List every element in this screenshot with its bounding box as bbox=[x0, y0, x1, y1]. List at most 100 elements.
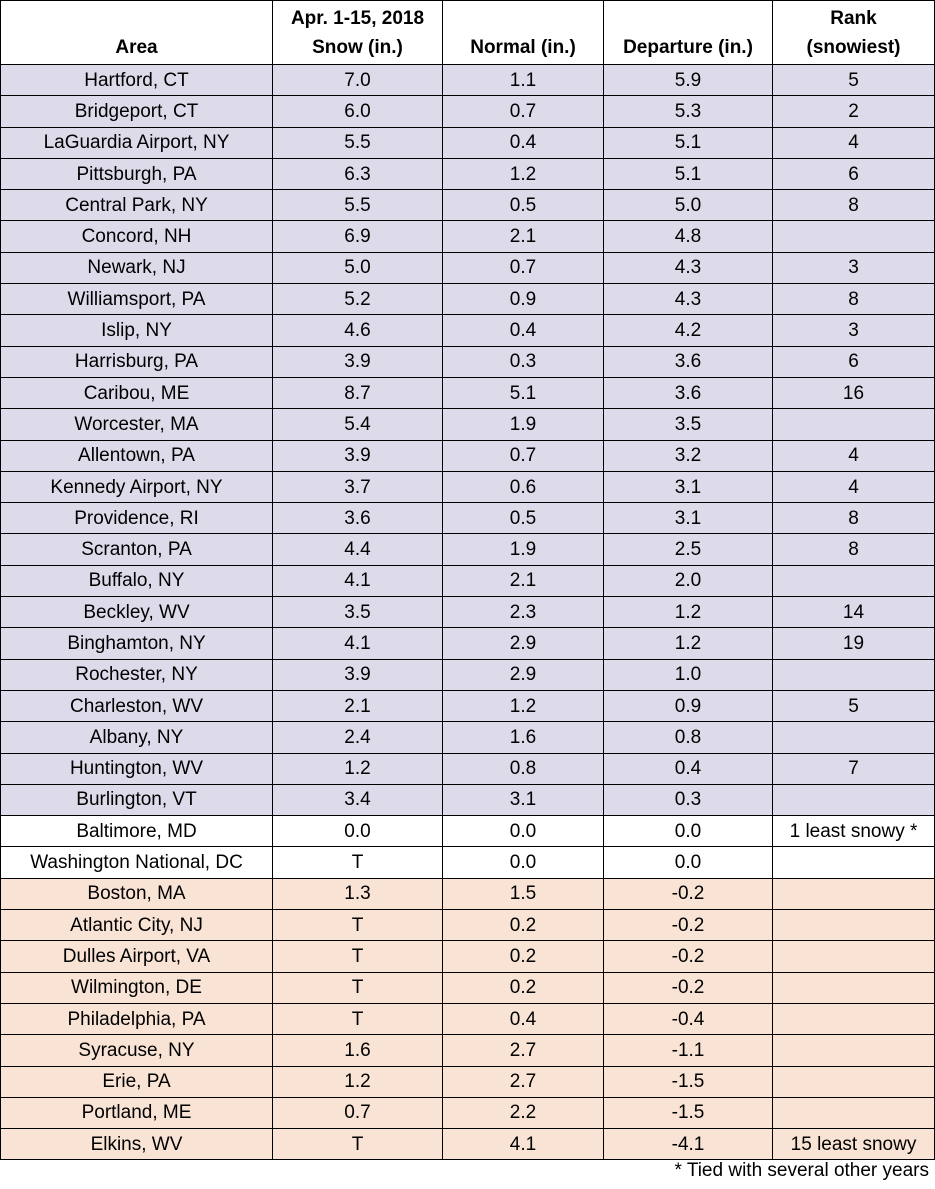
table-row: Concord, NH 6.9 2.1 4.8 bbox=[0, 220, 935, 253]
table-cell: Providence, RI bbox=[0, 502, 273, 535]
table-cell: Philadelphia, PA bbox=[0, 1002, 273, 1036]
table-cell: 3.1 bbox=[603, 502, 773, 535]
table-row: Burlington, VT 3.4 3.1 0.3 bbox=[0, 783, 935, 817]
table-cell bbox=[772, 564, 935, 598]
table-cell: 1.2 bbox=[442, 689, 604, 723]
header-cell: Departure (in.) bbox=[603, 0, 773, 65]
table-cell bbox=[772, 877, 935, 911]
table-row: Caribou, ME 8.7 5.1 3.6 16 bbox=[0, 376, 935, 410]
table-cell: 3.6 bbox=[272, 502, 443, 535]
table-cell: 3.6 bbox=[603, 345, 773, 378]
header-cell: Area bbox=[0, 0, 273, 65]
table-cell: 3 bbox=[772, 251, 935, 285]
table-cell: Concord, NH bbox=[0, 220, 273, 253]
table-cell: 1.9 bbox=[442, 408, 604, 441]
header-cell: Normal (in.) bbox=[442, 0, 604, 65]
table-row: Scranton, PA 4.4 1.9 2.5 8 bbox=[0, 533, 935, 566]
table-cell bbox=[772, 1065, 935, 1098]
table-cell: 5.3 bbox=[603, 95, 773, 128]
table-cell: LaGuardia Airport, NY bbox=[0, 126, 273, 159]
table-cell: Worcester, MA bbox=[0, 408, 273, 441]
table-row: Huntington, WV 1.2 0.8 0.4 7 bbox=[0, 752, 935, 785]
table-cell: Central Park, NY bbox=[0, 189, 273, 222]
table-cell: 0.0 bbox=[272, 815, 443, 848]
table-cell bbox=[772, 658, 935, 691]
table-cell: Erie, PA bbox=[0, 1065, 273, 1098]
table-cell: 3.1 bbox=[603, 470, 773, 504]
table-cell: 8 bbox=[772, 189, 935, 222]
table-cell: 3.9 bbox=[272, 658, 443, 691]
table-cell: 6 bbox=[772, 157, 935, 191]
table-cell: 14 bbox=[772, 596, 935, 629]
table-cell: Hartford, CT bbox=[0, 63, 273, 97]
table-row: Harrisburg, PA 3.9 0.3 3.6 6 bbox=[0, 345, 935, 378]
table-cell: 2.4 bbox=[272, 721, 443, 754]
table-cell: 0.3 bbox=[442, 345, 604, 378]
snow-table: Area Apr. 1-15, 2018 Snow (in.) Normal (in.… bbox=[0, 0, 935, 1161]
table-cell: 4.3 bbox=[603, 251, 773, 285]
table-cell: 2.9 bbox=[442, 658, 604, 691]
table-cell: Washington National, DC bbox=[0, 846, 273, 879]
table-cell: Newark, NJ bbox=[0, 251, 273, 285]
table-cell: 4.4 bbox=[272, 533, 443, 566]
table-cell: 1.2 bbox=[272, 752, 443, 785]
table-cell: Boston, MA bbox=[0, 877, 273, 911]
table-row: Newark, NJ 5.0 0.7 4.3 3 bbox=[0, 251, 935, 285]
table-row: LaGuardia Airport, NY 5.5 0.4 5.1 4 bbox=[0, 126, 935, 159]
table-cell: 0.2 bbox=[442, 909, 604, 942]
table-cell: 16 bbox=[772, 376, 935, 410]
footnote: * Tied with several other years bbox=[674, 1160, 929, 1181]
table-cell: -0.2 bbox=[603, 971, 773, 1004]
table-row: Bridgeport, CT 6.0 0.7 5.3 2 bbox=[0, 95, 935, 128]
table-cell bbox=[772, 783, 935, 817]
table-row: Rochester, NY 3.9 2.9 1.0 bbox=[0, 658, 935, 691]
header-line: Rank bbox=[830, 8, 877, 29]
table-cell: Pittsburgh, PA bbox=[0, 157, 273, 191]
table-cell: 1.2 bbox=[603, 596, 773, 629]
table-row: Erie, PA 1.2 2.7 -1.5 bbox=[0, 1065, 935, 1098]
table-cell: 4 bbox=[772, 470, 935, 504]
table-cell: 5.5 bbox=[272, 126, 443, 159]
table-cell: 5.9 bbox=[603, 63, 773, 97]
table-cell: 2.2 bbox=[442, 1096, 604, 1130]
table-cell: 2.1 bbox=[442, 220, 604, 253]
table-cell: Wilmington, DE bbox=[0, 971, 273, 1004]
table-cell: 7.0 bbox=[272, 63, 443, 97]
table-cell bbox=[772, 408, 935, 441]
table-cell: 6.0 bbox=[272, 95, 443, 128]
table-row: Pittsburgh, PA 6.3 1.2 5.1 6 bbox=[0, 157, 935, 191]
table-cell: 0.4 bbox=[442, 126, 604, 159]
table-cell: 4 bbox=[772, 126, 935, 159]
table-row: Buffalo, NY 4.1 2.1 2.0 bbox=[0, 564, 935, 598]
table-cell: 19 bbox=[772, 627, 935, 660]
table-cell: 8 bbox=[772, 283, 935, 316]
table-cell: 2.0 bbox=[603, 564, 773, 598]
table-cell: Beckley, WV bbox=[0, 596, 273, 629]
table-cell: -0.4 bbox=[603, 1002, 773, 1036]
table-cell: 3.5 bbox=[272, 596, 443, 629]
table-cell: Dulles Airport, VA bbox=[0, 940, 273, 973]
table-cell: 1.9 bbox=[442, 533, 604, 566]
table-row: Portland, ME 0.7 2.2 -1.5 bbox=[0, 1096, 935, 1130]
table-cell: -0.2 bbox=[603, 940, 773, 973]
table-cell: 3.6 bbox=[603, 376, 773, 410]
table-cell: 2.9 bbox=[442, 627, 604, 660]
table-cell: Islip, NY bbox=[0, 314, 273, 347]
table-cell: T bbox=[272, 846, 443, 879]
table-cell: 0.0 bbox=[603, 815, 773, 848]
table-cell: 0.2 bbox=[442, 971, 604, 1004]
table-row: Beckley, WV 3.5 2.3 1.2 14 bbox=[0, 596, 935, 629]
header-line: Apr. 1-15, 2018 bbox=[290, 8, 425, 29]
table-cell bbox=[772, 909, 935, 942]
table-cell: 1.2 bbox=[272, 1065, 443, 1098]
table-cell: 1.2 bbox=[442, 157, 604, 191]
table-cell: 0.0 bbox=[442, 846, 604, 879]
table-cell: 3.7 bbox=[272, 470, 443, 504]
table-row: Binghamton, NY 4.1 2.9 1.2 19 bbox=[0, 627, 935, 660]
table-cell: T bbox=[272, 909, 443, 942]
table-cell: -1.5 bbox=[603, 1065, 773, 1098]
table-cell bbox=[772, 1096, 935, 1130]
table-cell: Portland, ME bbox=[0, 1096, 273, 1130]
table-cell: Williamsport, PA bbox=[0, 283, 273, 316]
